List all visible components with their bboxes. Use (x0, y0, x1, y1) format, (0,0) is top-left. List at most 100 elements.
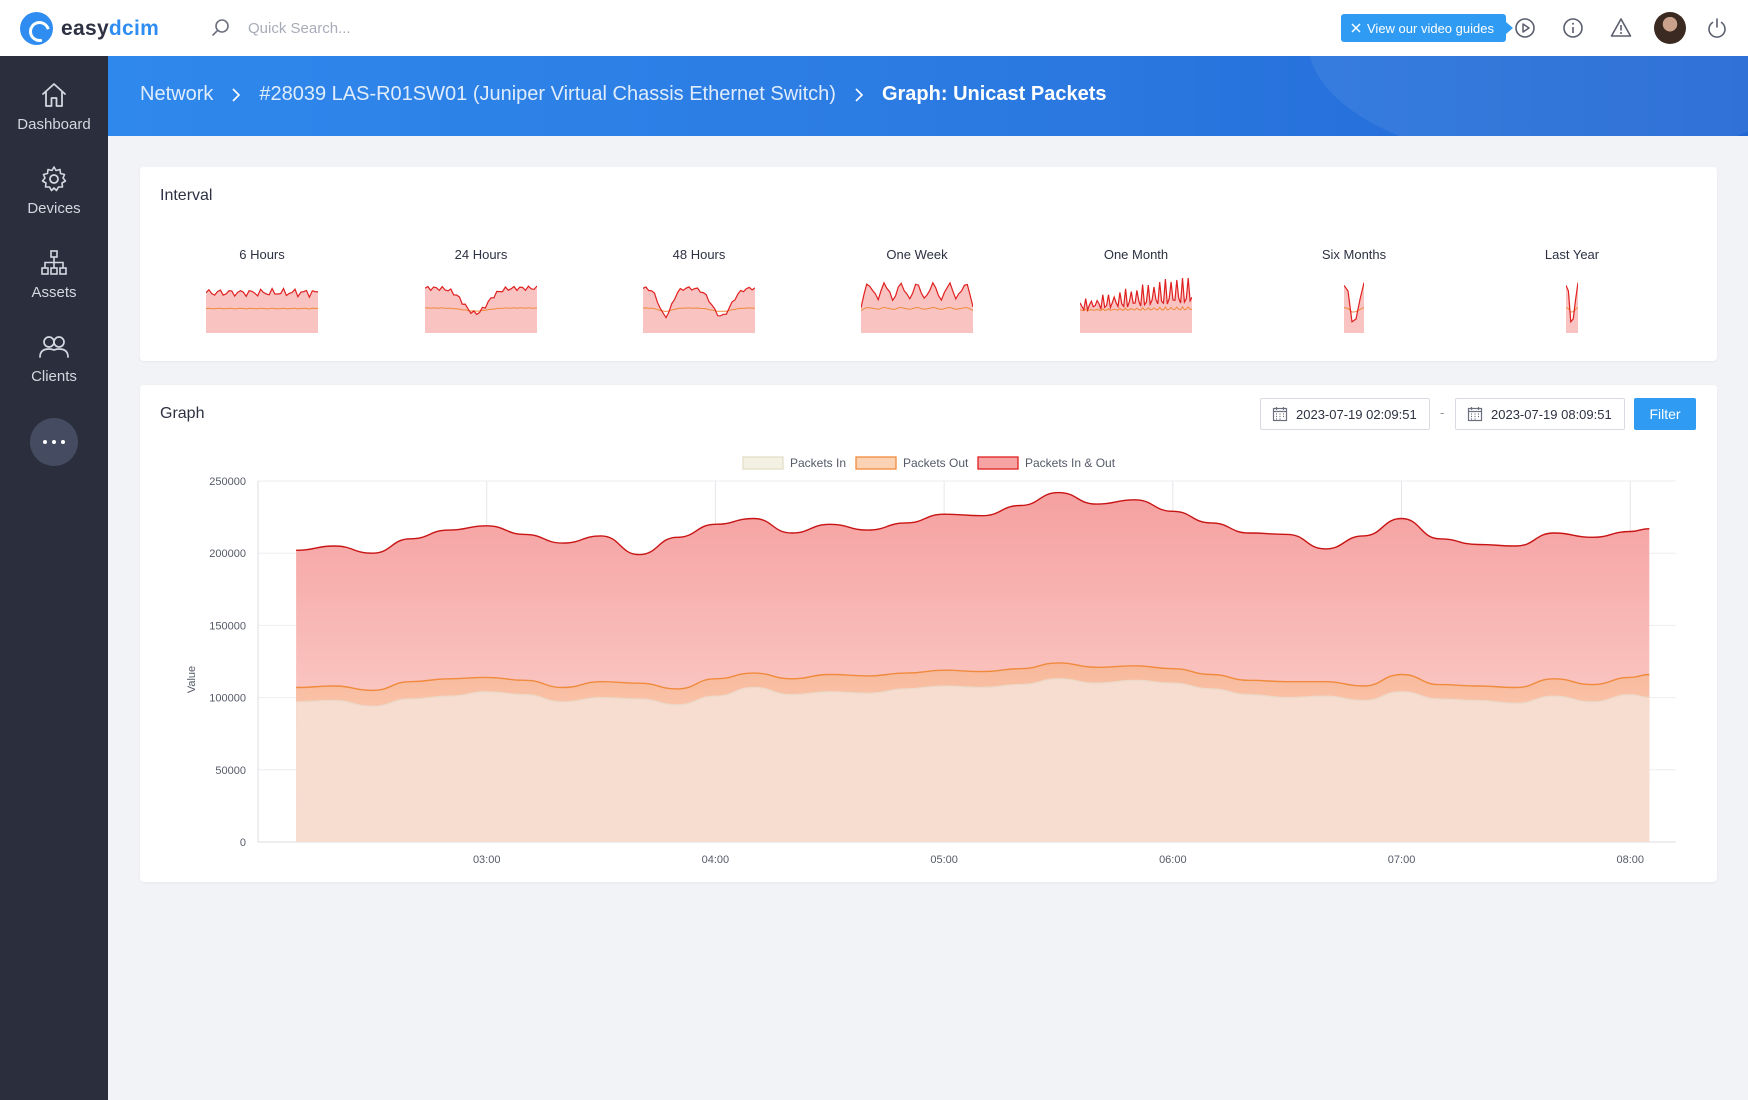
gear-icon (41, 166, 67, 192)
legend-label: Packets In (790, 456, 846, 470)
interval-option-6-hours[interactable]: 6 Hours (182, 247, 342, 333)
interval-sparkline (425, 285, 537, 333)
users-icon (39, 336, 69, 358)
calendar-icon (1467, 407, 1483, 422)
sidebar-item-assets[interactable]: Assets (0, 248, 108, 328)
date-to-value: 2023-07-19 08:09:51 (1491, 406, 1612, 422)
interval-option-last-year[interactable]: Last Year (1492, 247, 1652, 333)
video-guides-label: View our video guides (1367, 20, 1494, 36)
sparkline-out-line (861, 306, 973, 311)
interval-label: One Month (1103, 247, 1169, 262)
logo-icon (20, 12, 53, 45)
y-axis-title: Value (186, 666, 198, 693)
interval-label: 6 Hours (239, 247, 285, 262)
avatar[interactable] (1654, 12, 1686, 44)
x-tick-label: 07:00 (1388, 854, 1416, 866)
sidebar-item-devices[interactable]: Devices (0, 164, 108, 244)
interval-sparkline (1566, 282, 1578, 333)
unicast-packets-chart: 0 50000 100000 150000 200000 250000 03:00 04:00… (186, 456, 1676, 866)
legend-item[interactable]: Packets In & Out (977, 456, 1116, 470)
sidebar-item-label: Assets (31, 284, 77, 301)
filter-button[interactable]: Filter (1634, 398, 1696, 430)
sparkline-area (425, 286, 537, 333)
sparkline-line (1566, 282, 1578, 324)
legend-swatch (977, 456, 1019, 470)
y-tick-label: 0 (240, 837, 246, 849)
series-packets-out-line (296, 662, 1650, 692)
breadcrumb: Network #28039 LAS-R01SW01 (Juniper Virt… (140, 83, 1106, 106)
interval-option-one-week[interactable]: One Week (837, 247, 997, 333)
interval-sparkline (1344, 282, 1364, 333)
interval-sparkline (643, 286, 755, 333)
interval-sparkline (861, 281, 973, 333)
interval-sparkline (1080, 278, 1192, 333)
sparkline-out-line (206, 307, 318, 310)
search-icon[interactable] (211, 18, 231, 38)
power-icon[interactable] (1706, 17, 1728, 39)
interval-option-six-months[interactable]: Six Months (1274, 247, 1434, 333)
sitemap-icon (41, 250, 67, 275)
info-icon[interactable] (1562, 17, 1584, 39)
more-button[interactable] (30, 418, 78, 466)
date-to-field[interactable]: 2023-07-19 08:09:51 (1455, 398, 1625, 430)
y-tick-label: 50000 (215, 765, 246, 777)
interval-label: Six Months (1321, 247, 1387, 262)
home-icon (42, 83, 66, 107)
y-tick-label: 150000 (209, 620, 246, 632)
y-tick-label: 250000 (209, 476, 246, 488)
x-tick-label: 05:00 (930, 854, 958, 866)
warning-icon[interactable] (1610, 17, 1632, 39)
search-input[interactable] (248, 16, 548, 40)
date-from-field[interactable]: 2023-07-19 02:09:51 (1260, 398, 1430, 430)
video-guides-button[interactable]: View our video guides (1341, 14, 1513, 42)
sparkline-area (1344, 282, 1364, 333)
legend-label: Packets Out (903, 456, 969, 470)
x-tick-label: 03:00 (473, 854, 501, 866)
interval-option-48-hours[interactable]: 48 Hours (619, 247, 779, 333)
interval-option-24-hours[interactable]: 24 Hours (401, 247, 561, 333)
interval-option-one-month[interactable]: One Month (1056, 247, 1216, 333)
sparkline-area (1566, 282, 1578, 333)
series-packets-in-area (296, 678, 1650, 842)
series-packets-in-line (296, 678, 1650, 707)
brand-prefix: easy (61, 16, 109, 40)
series-packets-in-out-line (296, 491, 1650, 556)
legend-item[interactable]: Packets In (742, 456, 846, 470)
interval-label: 24 Hours (454, 247, 508, 262)
calendar-icon (1272, 407, 1288, 422)
sparkline-area (206, 288, 318, 333)
sidebar-item-clients[interactable]: Clients (0, 332, 108, 412)
x-tick-label: 06:00 (1159, 854, 1187, 866)
graph-card: Graph 2023-07-19 02:09:51 - 2023-07-19 0… (140, 385, 1717, 882)
chevron-right-icon (855, 87, 864, 102)
chevron-right-icon (232, 87, 241, 102)
sparkline-line (425, 285, 537, 316)
y-tick-label: 200000 (209, 548, 246, 560)
interval-sparkline (206, 287, 318, 333)
sidebar-item-label: Clients (31, 368, 77, 385)
breadcrumb-item-device[interactable]: #28039 LAS-R01SW01 (Juniper Virtual Chas… (259, 83, 836, 105)
interval-title: Interval (160, 187, 213, 204)
close-icon[interactable] (1351, 23, 1361, 33)
legend-label: Packets In & Out (1025, 456, 1116, 470)
sparkline-area (643, 286, 755, 333)
date-separator: - (1440, 405, 1445, 420)
legend-item[interactable]: Packets Out (855, 456, 969, 470)
ellipsis-icon (52, 440, 56, 444)
sparkline-area (1080, 278, 1192, 333)
sidebar-item-dashboard[interactable]: Dashboard (0, 80, 108, 160)
breadcrumb-item-network[interactable]: Network (140, 83, 214, 105)
sparkline-out-line (1080, 305, 1192, 312)
sparkline-line (206, 287, 318, 299)
brand-suffix: dcim (108, 16, 160, 40)
legend-swatch (855, 456, 897, 470)
sidebar: Dashboard Devices Assets Clients (0, 56, 108, 1100)
play-circle-icon[interactable] (1514, 17, 1536, 39)
graph-title: Graph (160, 405, 205, 422)
brand-logo[interactable]: easydcim (20, 12, 159, 45)
page-header: Network #28039 LAS-R01SW01 (Juniper Virt… (108, 56, 1748, 136)
interval-label: 48 Hours (672, 247, 726, 262)
breadcrumb-current: Graph: Unicast Packets (881, 83, 1107, 105)
date-from-value: 2023-07-19 02:09:51 (1296, 406, 1417, 422)
sparkline-line (1080, 278, 1192, 313)
